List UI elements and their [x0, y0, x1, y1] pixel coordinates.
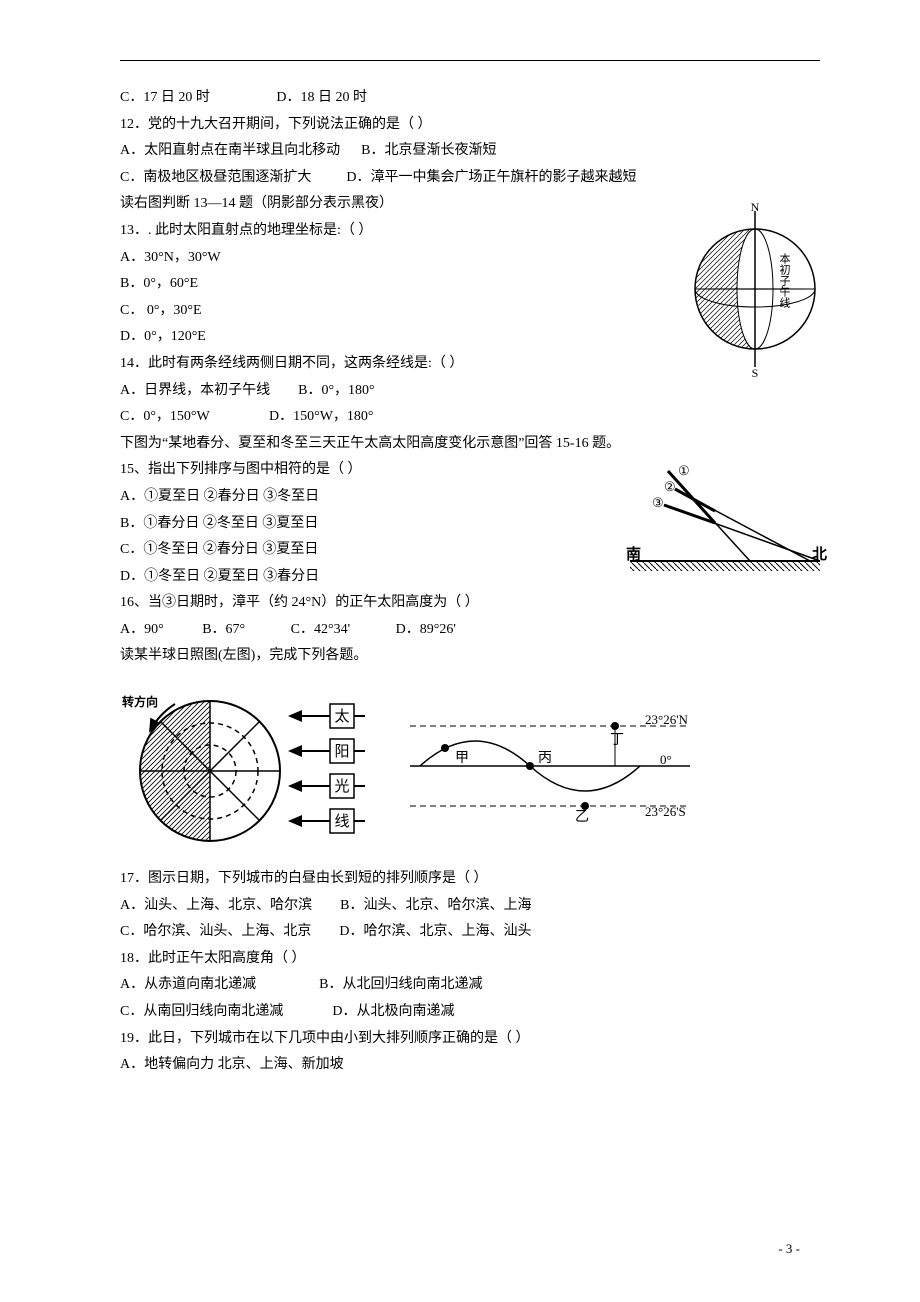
polar-label-0: 太 — [334, 708, 349, 725]
tropic-pt-jia: 甲 — [455, 751, 469, 766]
q16-opta: A．90° — [120, 622, 164, 637]
polar-label-2: 光 — [334, 778, 349, 795]
earth-diagram: N S 本初子午线 — [680, 199, 830, 379]
intro-17: 读某半球日照图(左图)，完成下列各题。 — [120, 643, 820, 670]
q12-stem: 12．党的十九大召开期间，下列说法正确的是（ ） — [120, 112, 820, 139]
sun-mark-3: ③ — [652, 495, 664, 510]
q17-row-cd: C．哈尔滨、汕头、上海、北京 D．哈尔滨、北京、上海、汕头 — [120, 919, 820, 946]
q16-optd: D．89°26' — [396, 622, 456, 637]
polar-label-1: 阳 — [334, 743, 349, 760]
polar-rotation-label: 转方向 — [122, 694, 158, 709]
q19-stem: 19．此日，下列城市在以下几项中由小到大排列顺序正确的是（ ） — [120, 1026, 820, 1053]
q14-opta: A．日界线，本初子午线 — [120, 383, 270, 398]
divider-top — [120, 60, 820, 61]
q12-optc: C．南极地区极昼范围逐渐扩大 — [120, 170, 311, 185]
q17-optc: C．哈尔滨、汕头、上海、北京 — [120, 924, 311, 939]
q18-optb: B．从北回归线向南北递减 — [319, 977, 482, 992]
q12-row-cd: C．南极地区极昼范围逐渐扩大 D．漳平一中集会广场正午旗杆的影子越来越短 — [120, 165, 820, 192]
sun-label-south: 南 — [626, 545, 641, 563]
q17-optb: B．汕头、北京、哈尔滨、上海 — [340, 898, 531, 913]
q18-row-cd: C．从南回归线向南北递减 D．从北极向南递减 — [120, 999, 820, 1026]
q12-row-ab: A．太阳直射点在南半球且向北移动 B．北京昼渐长夜渐短 — [120, 138, 820, 165]
q12-optb: B．北京昼渐长夜渐短 — [361, 143, 496, 158]
q17-opta: A．汕头、上海、北京、哈尔滨 — [120, 898, 312, 913]
page-number: - 3 - — [778, 1237, 800, 1262]
q18-optc: C．从南回归线向南北递减 — [120, 1004, 283, 1019]
q14-optb: B．0°，180° — [298, 383, 375, 398]
tropic-pt-ding: 丁 — [610, 733, 624, 748]
q17-row-ab: A．汕头、上海、北京、哈尔滨 B．汕头、北京、哈尔滨、上海 — [120, 893, 820, 920]
intro-15-16: 下图为“某地春分、夏至和冬至三天正午太高太阳高度变化示意图”回答 15-16 题… — [120, 431, 820, 458]
earth-label-s: S — [752, 366, 759, 379]
tropic-pt-yi: 乙 — [575, 809, 589, 825]
q18-opta: A．从赤道向南北递减 — [120, 977, 256, 992]
tropic-eq-label: 0° — [660, 752, 672, 767]
q14-optd: D．150°W，180° — [269, 409, 374, 424]
tropic-pt-bing: 丙 — [538, 751, 552, 766]
tropic-diagram: 23°26'N 0° 23°26'S 甲 丙 丁 乙 — [400, 706, 700, 826]
earth-meridian-label: 本初子午线 — [778, 252, 791, 308]
polar-label-3: 线 — [334, 813, 349, 830]
sun-angle-diagram: ① ② ③ 南 北 — [620, 461, 830, 587]
q17-stem: 17．图示日期，下列城市的白昼由长到短的排列顺序是（ ） — [120, 866, 820, 893]
sun-label-north: 北 — [812, 546, 827, 563]
q17-optd: D．哈尔滨、北京、上海、汕头 — [339, 924, 531, 939]
q18-optd: D．从北极向南递减 — [332, 1004, 454, 1019]
q16-optc: C．42°34' — [291, 622, 350, 637]
polar-sun-diagram: 转方向 太 阳 光 线 — [120, 676, 370, 856]
q14-row-ab: A．日界线，本初子午线 B．0°，180° — [120, 378, 820, 405]
q14-row-cd: C．0°，150°W D．150°W，180° — [120, 404, 820, 431]
q11-optd: D．18 日 20 时 — [276, 90, 367, 105]
q12-optd: D．漳平一中集会广场正午旗杆的影子越来越短 — [346, 170, 636, 185]
q12-opta: A．太阳直射点在南半球且向北移动 — [120, 143, 340, 158]
q18-stem: 18．此时正午太阳高度角（ ） — [120, 946, 820, 973]
q11-optc: C．17 日 20 时 — [120, 90, 210, 105]
tropic-north-label: 23°26'N — [645, 712, 689, 727]
q19-opta: A．地转偏向力 北京、上海、新加坡 — [120, 1052, 820, 1079]
q18-row-ab: A．从赤道向南北递减 B．从北回归线向南北递减 — [120, 972, 820, 999]
sun-mark-2: ② — [664, 479, 676, 494]
q16-options: A．90° B．67° C．42°34' D．89°26' — [120, 617, 820, 644]
q16-optb: B．67° — [202, 622, 245, 637]
q14-optc: C．0°，150°W — [120, 409, 210, 424]
q16-stem: 16、当③日期时，漳平（约 24°N）的正午太阳高度为（ ） — [120, 590, 820, 617]
sun-mark-1: ① — [678, 463, 690, 478]
tropic-south-label: 23°26'S — [645, 804, 686, 819]
earth-label-n: N — [751, 200, 760, 214]
q11-options-cd: C．17 日 20 时 D．18 日 20 时 — [120, 85, 820, 112]
